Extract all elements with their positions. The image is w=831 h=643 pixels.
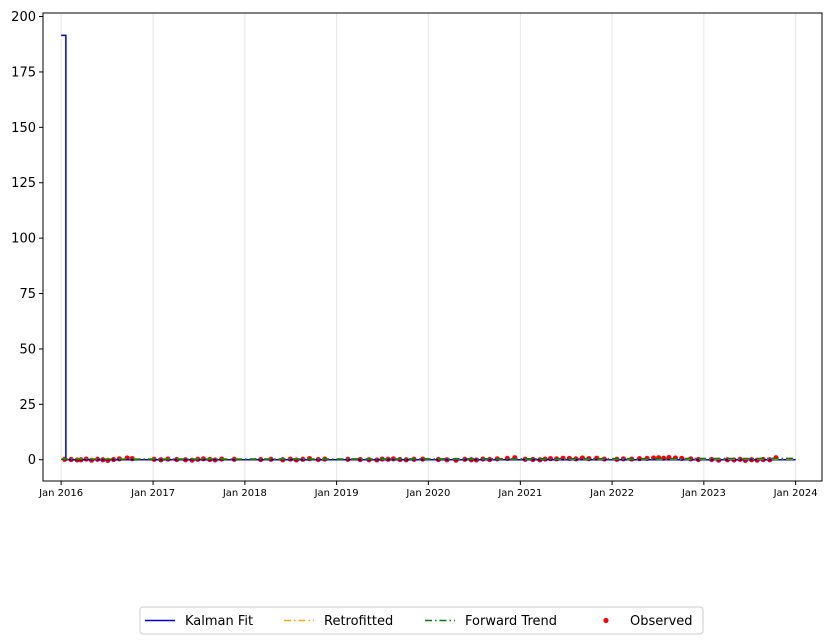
y-tick-label: 100 [11,232,36,247]
x-tick-label: Jan 2023 [681,488,726,499]
x-tick-label: Jan 2021 [497,488,542,499]
legend-label: Forward Trend [465,614,557,629]
y-tick-label: 175 [11,65,36,80]
x-tick-label: Jan 2016 [38,488,83,499]
y-tick-label: 50 [19,342,36,357]
kalman-fit-line [61,34,796,461]
x-tick-label: Jan 2024 [773,488,818,499]
series-layer [61,34,796,463]
x-tick-label: Jan 2020 [405,488,450,499]
x-tick-label: Jan 2018 [222,488,267,499]
x-tick-label: Jan 2019 [314,488,359,499]
legend-box [139,606,704,635]
y-tick-label: 125 [11,176,36,191]
legend-handle-observed [603,617,609,624]
x-tick-label: Jan 2017 [130,488,175,499]
y-tick-label: 25 [19,398,36,413]
axes: Jan 2016 Jan 2017 Jan 2018 Jan 2019 Jan 2020… [11,10,817,499]
y-tick-label: 75 [19,287,36,302]
forward-trend-line [61,457,796,461]
observed-point [200,456,206,462]
y-tick-label: 0 [28,453,36,468]
y-tick-label: 150 [11,121,36,136]
legend-label: Retrofitted [324,614,393,629]
x-tick-label: Jan 2022 [589,488,634,499]
legend-label: Observed [630,614,693,629]
legend: Kalman Fit Retrofitted Forward Trend Observ… [139,606,704,635]
plot-frame [42,12,823,482]
legend-label: Kalman Fit [185,614,253,629]
y-tick-label: 200 [11,10,36,25]
grid [60,13,797,481]
